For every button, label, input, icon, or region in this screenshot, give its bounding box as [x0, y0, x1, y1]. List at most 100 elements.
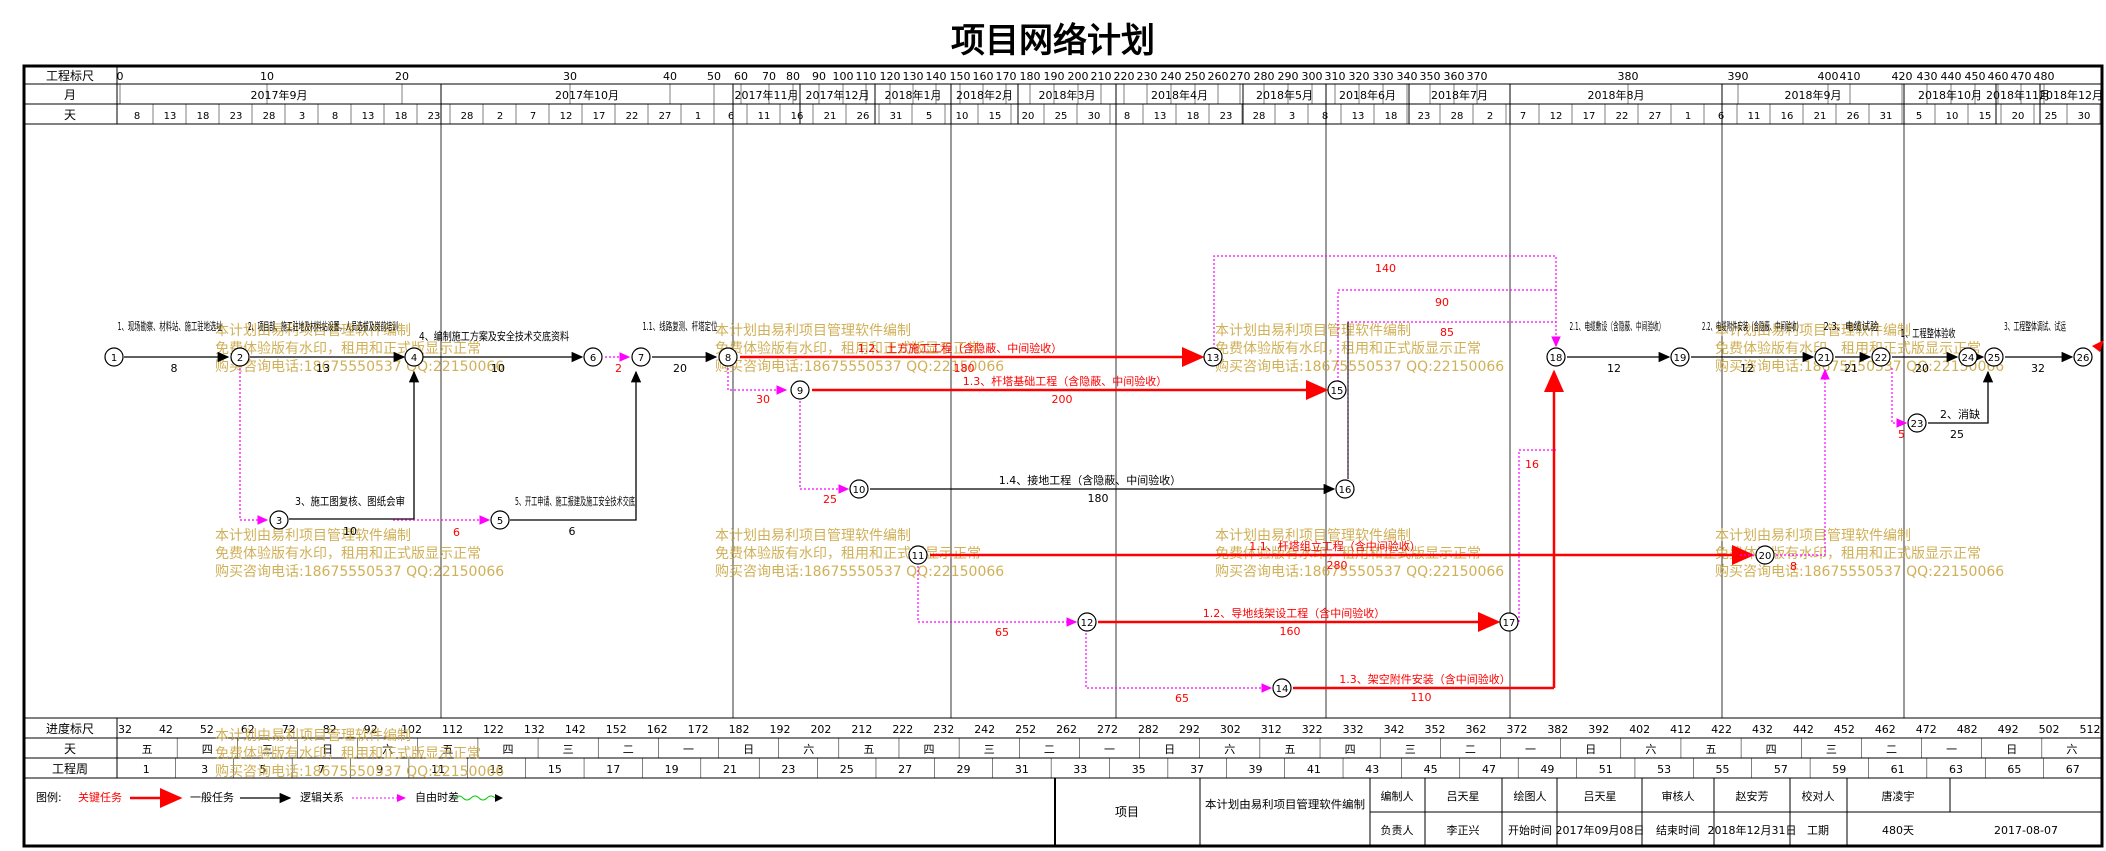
month-label: 2018年12月 — [2039, 88, 2103, 102]
weekday-label: 四 — [1345, 743, 1356, 756]
scale-tick: 340 — [1397, 70, 1418, 83]
week-label: 37 — [1190, 763, 1204, 776]
node-label: 5 — [497, 516, 503, 527]
task-duration: 200 — [1052, 393, 1073, 406]
node-label: 6 — [590, 353, 596, 364]
day-label: 11 — [758, 111, 771, 122]
node-circle — [1203, 347, 1223, 367]
day-label: 16 — [791, 111, 804, 122]
progress-tick: 222 — [892, 723, 913, 736]
progress-tick: 82 — [323, 723, 337, 736]
week-label: 7 — [318, 763, 325, 776]
header-label-scale: 工程标尺 — [46, 68, 94, 83]
diagram-frame — [22, 64, 2104, 848]
weekday-label: 二 — [1886, 743, 1897, 756]
month-label: 2018年8月 — [1588, 88, 1645, 102]
task-duration: 25 — [1950, 428, 1964, 441]
scale-tick: 180 — [1020, 70, 1041, 83]
node-label: 4 — [411, 353, 417, 364]
weekday-label: 三 — [262, 743, 273, 756]
node-circle — [269, 510, 289, 530]
node-circle — [1327, 380, 1347, 400]
week-label: 57 — [1774, 763, 1788, 776]
weekday-label: 二 — [1465, 743, 1476, 756]
day-label: 8 — [1322, 111, 1328, 122]
day-label: 6 — [1718, 111, 1724, 122]
node-circle — [583, 347, 603, 367]
bottom-label-week: 工程周 — [52, 761, 88, 776]
scale-tick: 210 — [1091, 70, 1112, 83]
task-duration: 12 — [1740, 362, 1754, 375]
week-label: 67 — [2066, 763, 2080, 776]
footer-end-label: 结束时间 — [1656, 824, 1700, 837]
scale-tick: 290 — [1278, 70, 1299, 83]
node-label: 21 — [1818, 353, 1831, 364]
weekday-label: 五 — [1706, 743, 1717, 756]
week-label: 9 — [376, 763, 383, 776]
task-label: 1.1、线路复测、杆塔定位 — [643, 319, 718, 333]
day-label: 10 — [1946, 111, 1959, 122]
day-label: 31 — [1880, 111, 1893, 122]
weekday-label: 六 — [803, 743, 814, 756]
week-cells: 1 3 5 7 9 11 13 15 17 19 21 23 25 27 29 31 33 35 37 39 41 43 4… — [143, 758, 2103, 778]
scale-tick: 390 — [1728, 70, 1749, 83]
watermark-text: 本计划由易利项目管理软件编制 — [715, 323, 911, 339]
task-duration: 13 — [316, 362, 330, 375]
node-label: 3 — [276, 516, 282, 527]
float-label: 65 — [995, 626, 1009, 639]
day-label: 27 — [659, 111, 672, 122]
bottom-label-weekday: 天 — [64, 742, 76, 756]
progress-tick: 482 — [1957, 723, 1978, 736]
scale-tick: 10 — [260, 70, 274, 83]
scale-tick: 130 — [903, 70, 924, 83]
day-label: 1 — [695, 111, 701, 122]
week-label: 21 — [723, 763, 737, 776]
scale-tick: 230 — [1137, 70, 1158, 83]
scale-tick: 430 — [1917, 70, 1938, 83]
day-label: 25 — [1055, 111, 1068, 122]
week-label: 11 — [431, 763, 445, 776]
progress-tick: 512 — [2080, 723, 2101, 736]
weekday-label: 四 — [1766, 743, 1777, 756]
end-marker-icon — [2092, 340, 2104, 352]
weekday-label: 六 — [1645, 743, 1656, 756]
progress-tick: 302 — [1220, 723, 1241, 736]
scale-tick: 150 — [950, 70, 971, 83]
progress-tick: 62 — [241, 723, 255, 736]
scale-tick: 360 — [1444, 70, 1465, 83]
week-label: 45 — [1424, 763, 1438, 776]
node-label: 8 — [725, 353, 731, 364]
day-label: 13 — [1352, 111, 1365, 122]
node-circle — [1670, 347, 1690, 367]
scale-tick: 20 — [395, 70, 409, 83]
footer-project-label: 项目 — [1115, 805, 1139, 819]
node-label: 2 — [237, 353, 243, 364]
float-label: 65 — [1175, 692, 1189, 705]
watermark-text: 本计划由易利项目管理软件编制 — [1715, 528, 1911, 544]
watermark-text: 购买咨询电话:18675550537 QQ:22150066 — [1215, 359, 1504, 375]
weekday-label: 一 — [683, 743, 694, 756]
node-circle — [908, 545, 928, 565]
node-circle — [1335, 479, 1355, 499]
week-label: 29 — [957, 763, 971, 776]
task-label: 2.3、电缆试验 — [1824, 319, 1879, 333]
scale-tick: 100 — [833, 70, 854, 83]
footer-editor-value: 吕天星 — [1447, 790, 1480, 803]
bottom-label-progress: 进度标尺 — [46, 721, 94, 736]
day-label: 27 — [1649, 111, 1662, 122]
node-circle — [1272, 678, 1292, 698]
month-label: 2018年7月 — [1431, 88, 1488, 102]
weekday-label: 一 — [1946, 743, 1957, 756]
footer-owner-value: 李正兴 — [1447, 823, 1480, 837]
weekday-label: 二 — [623, 743, 634, 756]
scale-tick: 240 — [1161, 70, 1182, 83]
progress-tick: 162 — [647, 723, 668, 736]
weekday-label: 二 — [1044, 743, 1055, 756]
scale-tick: 250 — [1185, 70, 1206, 83]
scale-tick: 170 — [996, 70, 1017, 83]
week-label: 13 — [489, 763, 503, 776]
page-title: 项目网络计划 — [951, 21, 1155, 61]
node-label: 25 — [1988, 353, 2001, 364]
day-label: 21 — [1814, 111, 1827, 122]
week-label: 27 — [898, 763, 912, 776]
